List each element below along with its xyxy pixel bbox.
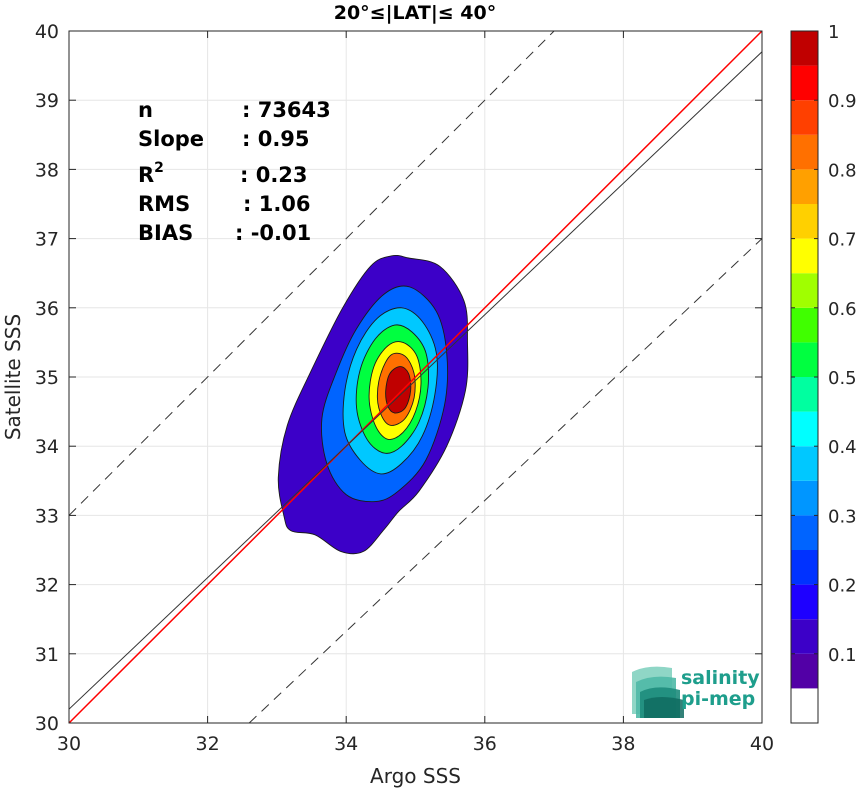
regression-line bbox=[69, 51, 762, 710]
colorbar-tick-label: 0.8 bbox=[828, 160, 857, 181]
one-to-one-line bbox=[69, 31, 762, 723]
colorbar-tick-label: 0.9 bbox=[828, 91, 857, 112]
y-tick-label: 39 bbox=[35, 90, 59, 112]
colorbar-segment bbox=[791, 134, 818, 170]
plot-area: 30 32 34 36 38 40 30 31 32 33 34 35 36 37 38 39 40 bbox=[35, 21, 774, 755]
chart-title: 20°≤|LAT|≤ 40° bbox=[334, 2, 497, 24]
stat-value: : 0.95 bbox=[242, 127, 310, 151]
colorbar-tick-label: 0.2 bbox=[828, 576, 857, 597]
stat-value: : 0.23 bbox=[240, 163, 308, 187]
colorbar-segment bbox=[791, 31, 818, 66]
colorbar-segment bbox=[791, 411, 818, 447]
salinity-pi-mep-logo: salinity pi-mep bbox=[632, 666, 760, 718]
colorbar-tick-label: 0.4 bbox=[828, 437, 857, 458]
colorbar-tick-label: 0.5 bbox=[828, 368, 857, 389]
x-tick-label: 40 bbox=[750, 733, 774, 755]
colorbar-segment bbox=[791, 307, 818, 343]
colorbar-segment bbox=[791, 446, 818, 481]
x-tick-label: 32 bbox=[196, 733, 220, 755]
colorbar-segment bbox=[791, 653, 818, 689]
y-tick-label: 35 bbox=[35, 367, 59, 389]
y-tick-label: 30 bbox=[35, 713, 59, 735]
stat-label: n bbox=[138, 98, 153, 122]
y-tick-label: 37 bbox=[35, 229, 59, 251]
y-tick-label: 38 bbox=[35, 159, 59, 181]
stat-superscript: 2 bbox=[154, 160, 164, 176]
colorbar-segment bbox=[791, 584, 818, 620]
x-tick-label: 38 bbox=[611, 733, 635, 755]
stat-label: Slope bbox=[138, 127, 204, 151]
colorbar-segment bbox=[791, 377, 818, 412]
y-tick-label: 36 bbox=[35, 298, 59, 320]
colorbar-segment bbox=[791, 619, 818, 654]
y-tick-label: 31 bbox=[35, 644, 59, 666]
colorbar-segment bbox=[791, 204, 818, 239]
colorbar-segment bbox=[791, 273, 818, 308]
stat-value: : 1.06 bbox=[243, 192, 311, 216]
y-tick-label: 34 bbox=[35, 436, 59, 458]
colorbar-segment bbox=[791, 169, 818, 204]
lower-bound-line bbox=[248, 238, 762, 723]
x-tick-label: 30 bbox=[57, 733, 81, 755]
colorbar-tick-label: 0.1 bbox=[828, 645, 857, 666]
stat-value: : 73643 bbox=[242, 98, 331, 122]
waves-icon bbox=[632, 666, 684, 718]
colorbar-segment bbox=[791, 515, 818, 550]
colorbar-segment bbox=[791, 100, 818, 135]
upper-bound-line bbox=[69, 31, 555, 516]
colorbar-tick-label: 0.7 bbox=[828, 230, 857, 251]
y-tick-label: 40 bbox=[35, 21, 59, 43]
stat-label: RMS bbox=[138, 192, 190, 216]
colorbar-segment bbox=[791, 65, 818, 101]
x-axis-label: Argo SSS bbox=[370, 764, 461, 788]
y-tick-label: 33 bbox=[35, 505, 59, 527]
x-tick-label: 34 bbox=[334, 733, 358, 755]
stat-value: : -0.01 bbox=[235, 221, 311, 245]
colorbar-tick-label: 0.3 bbox=[828, 506, 857, 527]
colorbar-segment bbox=[791, 688, 818, 723]
y-axis-label: Satellite SSS bbox=[1, 314, 25, 440]
colorbar-tick-label: 1 bbox=[828, 22, 839, 43]
logo-line2: pi-mep bbox=[681, 688, 755, 710]
colorbar-segment bbox=[791, 342, 818, 377]
colorbar-tick-label: 0.6 bbox=[828, 299, 857, 320]
colorbar-segment bbox=[791, 238, 818, 274]
y-tick-label: 32 bbox=[35, 575, 59, 597]
colorbar-segment bbox=[791, 480, 818, 516]
logo-line1: salinity bbox=[681, 667, 760, 689]
colorbar: 0.1 0.2 0.3 0.4 0.5 0.6 0.7 0.8 0.9 1 bbox=[790, 22, 857, 724]
stat-label: BIAS bbox=[138, 221, 193, 245]
colorbar-segment bbox=[791, 550, 818, 585]
x-tick-label: 36 bbox=[473, 733, 497, 755]
